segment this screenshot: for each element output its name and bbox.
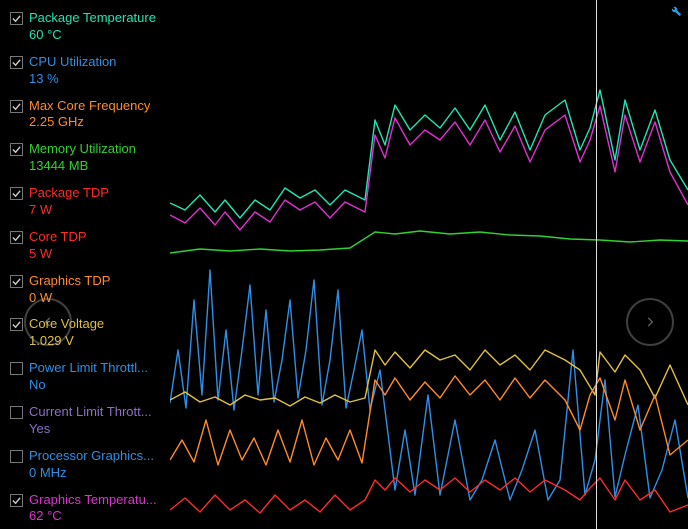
metric-checkbox-max_freq[interactable] <box>10 100 23 113</box>
series-line-gfx_temp <box>170 106 688 230</box>
chart-area <box>170 0 688 529</box>
metric-value-pkg_temp: 60 °C <box>29 27 166 44</box>
series-line-pkg_tdp <box>170 478 688 513</box>
metric-label-mem_util: Memory Utilization <box>29 141 136 158</box>
app-root: Package Temperature60 °CCPU Utilization1… <box>0 0 688 529</box>
metric-value-pwr_lim: No <box>29 377 166 394</box>
series-line-cpu_util <box>170 270 688 500</box>
metric-label-cur_lim: Current Limit Thrott... <box>29 404 152 421</box>
metric-checkbox-pkg_tdp[interactable] <box>10 187 23 200</box>
metric-label-pwr_lim: Power Limit Throttl... <box>29 360 148 377</box>
metric-label-gfx_temp: Graphics Temperatu... <box>29 492 157 509</box>
timeseries-chart <box>170 0 688 529</box>
metric-value-pkg_tdp: 7 W <box>29 202 166 219</box>
metric-checkbox-pkg_temp[interactable] <box>10 12 23 25</box>
time-cursor-line <box>596 0 597 529</box>
settings-wrench-icon[interactable] <box>668 4 682 18</box>
metric-value-gfx_temp: 62 °C <box>29 508 166 525</box>
metric-row-proc_gfx: Processor Graphics...0 MHz <box>10 448 166 482</box>
metric-label-cpu_util: CPU Utilization <box>29 54 116 71</box>
metric-row-cur_lim: Current Limit Thrott...Yes <box>10 404 166 438</box>
series-line-mem_util <box>170 231 688 253</box>
nav-next-button[interactable] <box>626 298 674 346</box>
metric-value-core_tdp: 5 W <box>29 246 166 263</box>
metric-value-cur_lim: Yes <box>29 421 166 438</box>
metric-checkbox-core_tdp[interactable] <box>10 231 23 244</box>
metric-value-max_freq: 2.25 GHz <box>29 114 166 131</box>
metric-row-max_freq: Max Core Frequency2.25 GHz <box>10 98 166 132</box>
metric-row-pkg_temp: Package Temperature60 °C <box>10 10 166 44</box>
metric-value-mem_util: 13444 MB <box>29 158 166 175</box>
metric-row-mem_util: Memory Utilization13444 MB <box>10 141 166 175</box>
metric-row-core_tdp: Core TDP5 W <box>10 229 166 263</box>
metric-label-pkg_temp: Package Temperature <box>29 10 156 27</box>
metric-label-pkg_tdp: Package TDP <box>29 185 109 202</box>
series-line-max_freq <box>170 376 688 465</box>
metric-row-pkg_tdp: Package TDP7 W <box>10 185 166 219</box>
metric-row-gfx_temp: Graphics Temperatu...62 °C <box>10 492 166 526</box>
metric-label-proc_gfx: Processor Graphics... <box>29 448 154 465</box>
metric-value-cpu_util: 13 % <box>29 71 166 88</box>
metric-row-cpu_util: CPU Utilization13 % <box>10 54 166 88</box>
metric-label-max_freq: Max Core Frequency <box>29 98 150 115</box>
metric-checkbox-cur_lim[interactable] <box>10 406 23 419</box>
metric-value-proc_gfx: 0 MHz <box>29 465 166 482</box>
metric-checkbox-core_v[interactable] <box>10 318 23 331</box>
metric-checkbox-gfx_tdp[interactable] <box>10 275 23 288</box>
metric-label-gfx_tdp: Graphics TDP <box>29 273 110 290</box>
metric-row-pwr_lim: Power Limit Throttl...No <box>10 360 166 394</box>
metric-checkbox-mem_util[interactable] <box>10 143 23 156</box>
metric-checkbox-gfx_temp[interactable] <box>10 494 23 507</box>
metrics-sidebar: Package Temperature60 °CCPU Utilization1… <box>0 0 170 529</box>
metric-label-core_tdp: Core TDP <box>29 229 87 246</box>
metric-checkbox-pwr_lim[interactable] <box>10 362 23 375</box>
metric-checkbox-cpu_util[interactable] <box>10 56 23 69</box>
metric-checkbox-proc_gfx[interactable] <box>10 450 23 463</box>
nav-prev-button[interactable] <box>24 298 72 346</box>
